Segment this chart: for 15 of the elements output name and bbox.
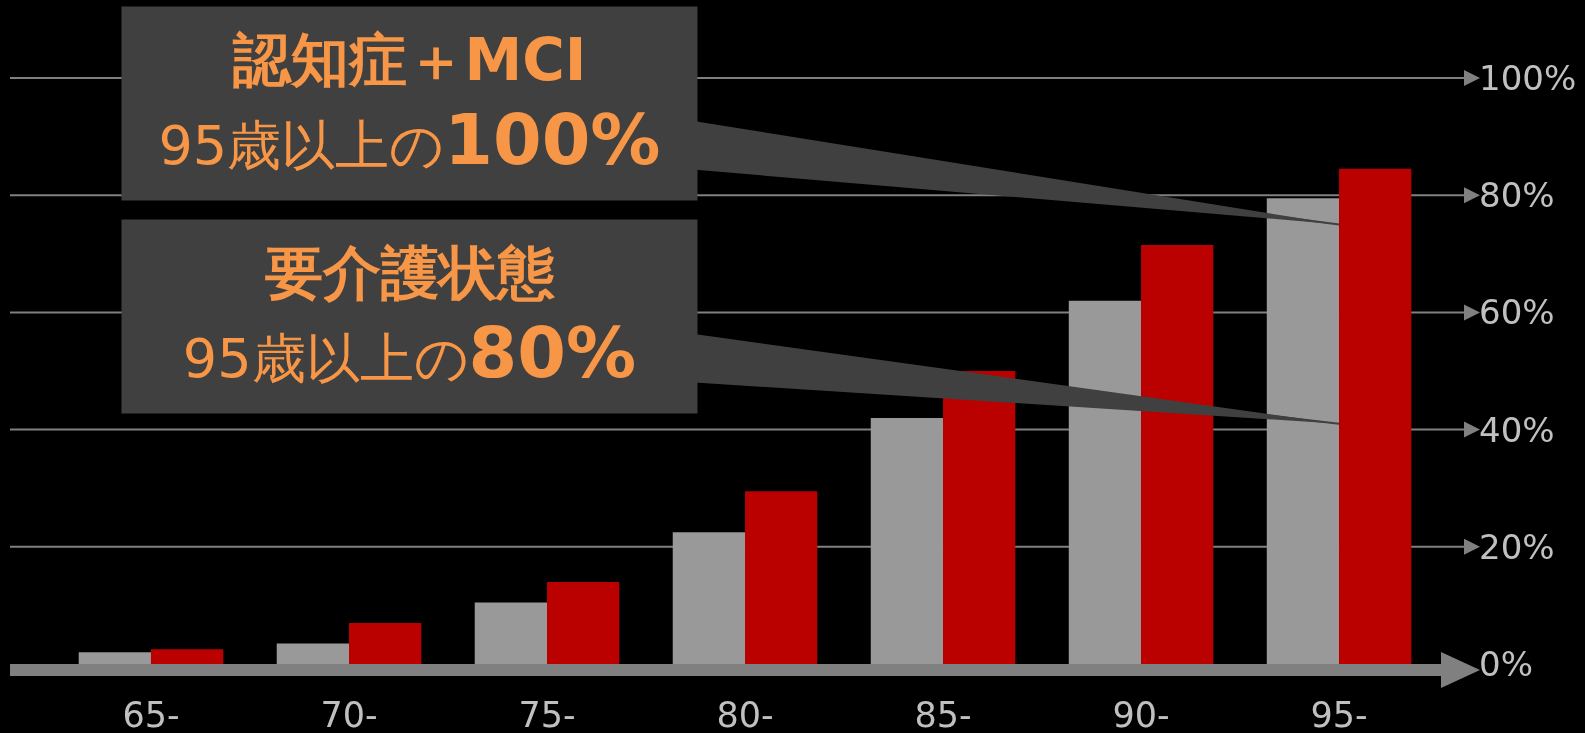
x-tick-label: 90- [1112, 695, 1170, 733]
x-tick-label: 95- [1310, 695, 1368, 733]
x-tick-label: 70- [320, 695, 378, 733]
y-tick-label: 0% [1479, 643, 1533, 684]
x-tick-label: 65- [122, 695, 180, 733]
y-tick-label: 20% [1479, 526, 1555, 567]
y-tick-label: 40% [1479, 409, 1555, 450]
x-tick-label: 85- [914, 695, 972, 733]
x-tick-label: 80- [716, 695, 774, 733]
y-tick-label: 100% [1479, 57, 1577, 98]
x-tick-label: 75- [518, 695, 576, 733]
annotation: 認知症＋MCI 95歳以上の100% [158, 26, 661, 181]
y-tick-label: 60% [1479, 292, 1555, 333]
annotation: 要介護状態 95歳以上の80% [182, 239, 637, 394]
y-tick-label: 80% [1479, 175, 1555, 216]
